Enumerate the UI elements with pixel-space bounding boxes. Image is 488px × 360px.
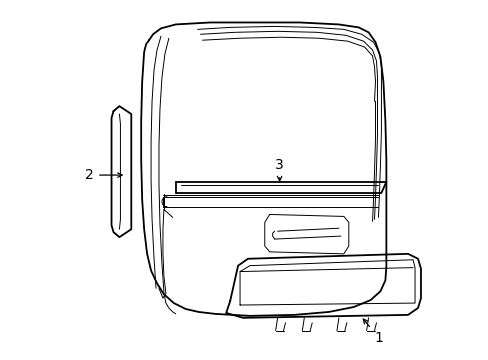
Text: 3: 3 xyxy=(275,158,284,181)
Text: 1: 1 xyxy=(363,319,382,345)
Text: 2: 2 xyxy=(85,168,122,182)
